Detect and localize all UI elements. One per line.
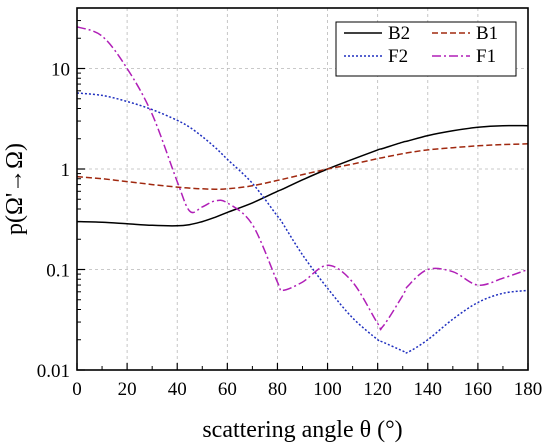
series-line-b2 [76, 124, 529, 227]
y-tick-label: 10 [51, 60, 70, 81]
x-tick-label: 160 [464, 379, 493, 400]
x-tick-label: 100 [313, 379, 342, 400]
y-tick-label: 0.1 [46, 261, 70, 282]
ticks [76, 7, 529, 371]
legend-label-f1: F1 [476, 46, 496, 67]
tick-labels: 0 20 40 60 80 100 120 140 160 180 0.01 0.1 1 10 [37, 60, 543, 400]
x-tick-label: 60 [218, 379, 237, 400]
y-axis-title: p(Ω'→Ω) [2, 143, 28, 235]
series-line-f1 [76, 26, 529, 331]
legend: B2 B1 F2 F1 [335, 21, 517, 77]
x-tick-label: 0 [72, 379, 82, 400]
y-tick-label: 1 [61, 160, 71, 181]
x-tick-label: 20 [118, 379, 137, 400]
x-tick-label: 140 [414, 379, 443, 400]
x-axis-title: scattering angle θ (°) [202, 417, 402, 443]
legend-label-f2: F2 [388, 46, 408, 67]
series-line-f2 [76, 92, 529, 354]
legend-box [335, 21, 517, 77]
legend-label-b2: B2 [388, 23, 410, 44]
x-tick-label: 120 [363, 379, 392, 400]
legend-label-b1: B1 [476, 23, 498, 44]
x-tick-label: 80 [268, 379, 287, 400]
series-line-b1 [76, 143, 529, 190]
y-tick-label: 0.01 [37, 361, 70, 382]
x-tick-label: 40 [168, 379, 187, 400]
x-tick-label: 180 [514, 379, 543, 400]
series-layer [76, 26, 529, 354]
